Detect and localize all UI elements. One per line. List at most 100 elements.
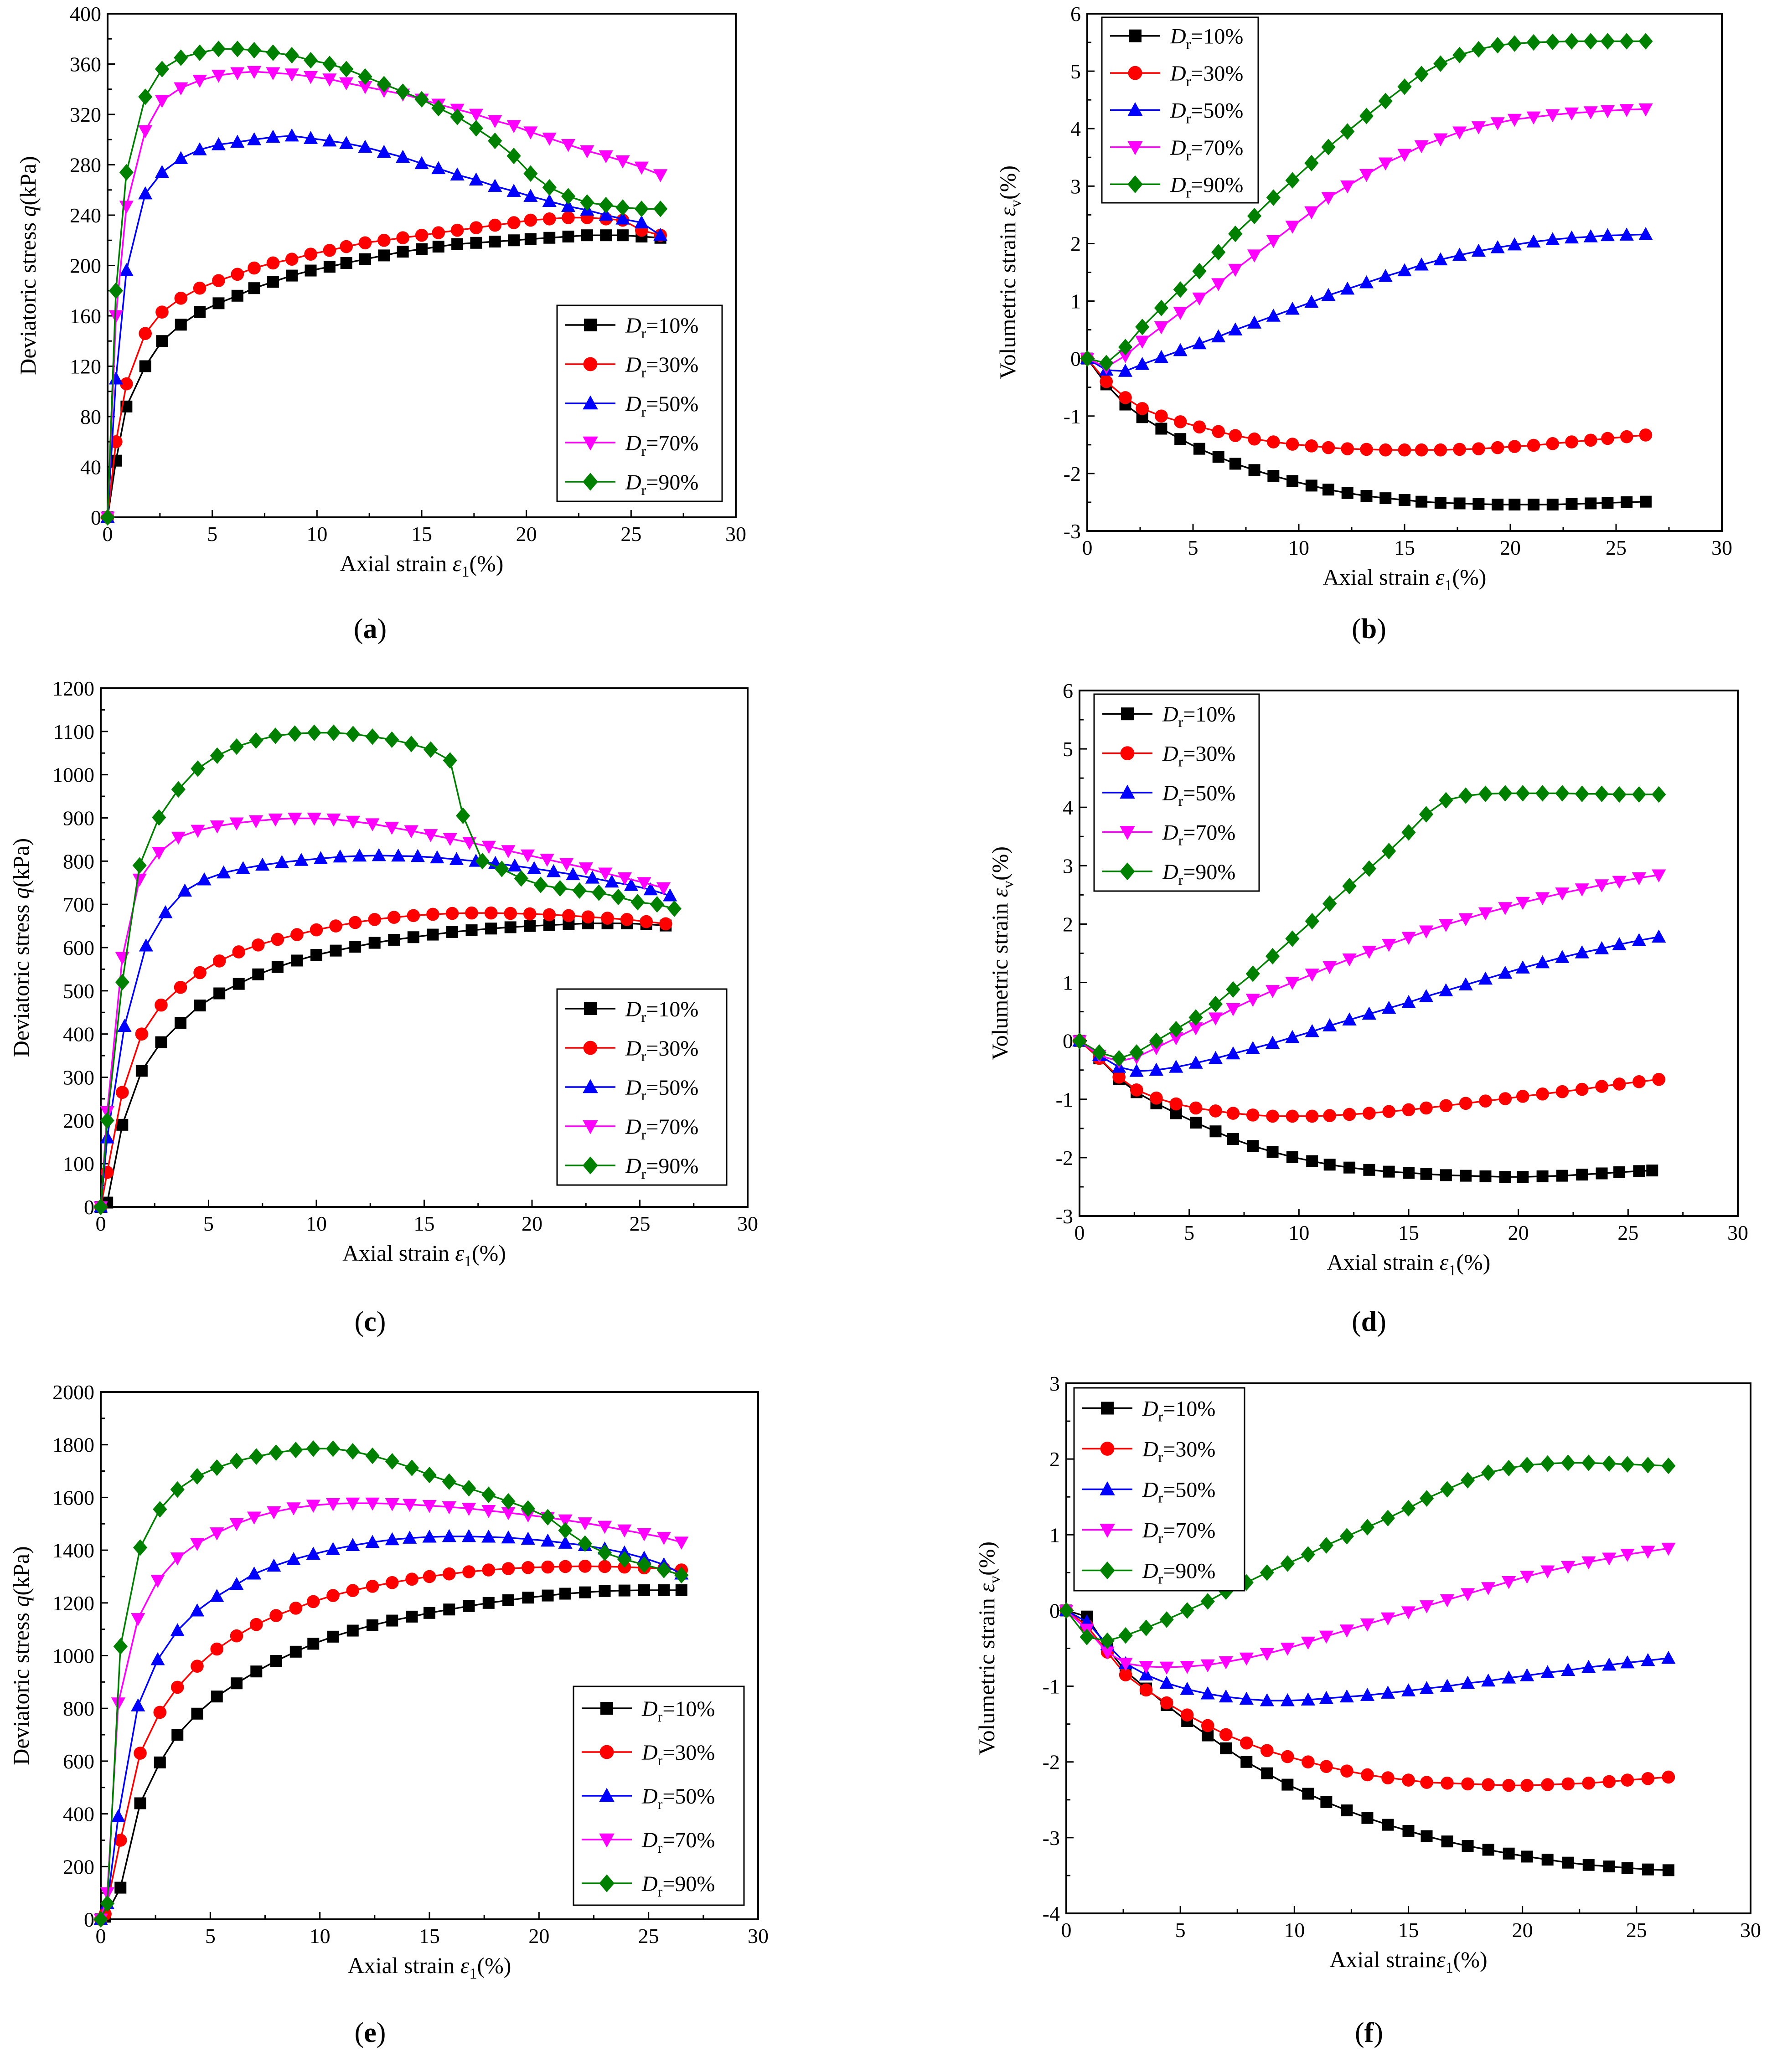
data-point — [579, 1586, 591, 1598]
data-point — [1498, 965, 1513, 979]
data-point — [1397, 149, 1412, 162]
data-point — [1188, 1009, 1203, 1026]
data-point — [1100, 1646, 1115, 1660]
data-point — [442, 1529, 456, 1542]
data-point — [430, 850, 444, 864]
data-point — [1661, 1542, 1676, 1556]
data-point — [1208, 1051, 1223, 1064]
data-point — [1208, 995, 1223, 1013]
data-point — [561, 139, 576, 152]
data-point — [339, 77, 354, 91]
data-point — [1527, 438, 1540, 452]
data-point — [542, 1589, 554, 1602]
data-point — [1585, 497, 1597, 510]
data-point — [482, 1563, 496, 1577]
x-tick-label: 15 — [1398, 1918, 1419, 1942]
data-point — [1594, 785, 1609, 802]
y-tick-label: 200 — [63, 1109, 94, 1132]
data-point — [1472, 498, 1485, 510]
legend-label: Dr=10% — [625, 314, 698, 341]
data-point — [1561, 1561, 1576, 1574]
data-point — [1482, 1778, 1495, 1791]
data-point — [1565, 498, 1578, 510]
data-point — [303, 52, 318, 69]
data-point — [134, 1797, 146, 1809]
data-point — [1129, 1044, 1144, 1061]
data-point — [598, 1560, 611, 1573]
data-point — [1135, 357, 1150, 370]
data-point — [267, 1506, 281, 1520]
data-point — [1421, 1830, 1433, 1842]
data-point — [1458, 977, 1473, 991]
data-point — [561, 199, 576, 212]
data-point — [339, 61, 354, 77]
data-point — [1340, 180, 1355, 194]
data-point — [1380, 1510, 1395, 1526]
data-point — [306, 1546, 320, 1560]
data-point — [1229, 458, 1241, 470]
data-point — [378, 249, 390, 262]
data-point — [307, 1638, 320, 1650]
data-point — [1169, 1032, 1183, 1046]
data-point — [1239, 1691, 1254, 1705]
data-point — [1119, 391, 1132, 404]
data-point — [340, 240, 353, 253]
data-point — [599, 196, 613, 214]
data-point — [269, 1609, 283, 1622]
x-axis-label: Axial strainε1(%) — [1329, 1947, 1487, 1976]
data-point — [174, 980, 187, 994]
data-point — [1246, 1108, 1260, 1122]
data-point — [598, 867, 613, 881]
data-point — [1340, 281, 1355, 295]
x-tick-label: 0 — [96, 1212, 106, 1235]
data-point — [481, 1529, 496, 1543]
data-point — [524, 920, 536, 932]
legend-label: Dr=10% — [1162, 702, 1235, 730]
data-point — [1581, 1556, 1596, 1570]
data-point — [1247, 315, 1262, 329]
y-tick-label: 600 — [63, 936, 94, 959]
data-point — [1159, 1661, 1174, 1675]
data-point — [431, 99, 446, 117]
data-point — [307, 724, 321, 741]
data-point — [1304, 206, 1319, 220]
data-point — [359, 253, 371, 265]
data-point — [1458, 787, 1473, 804]
data-point — [599, 207, 613, 221]
data-point — [1452, 126, 1467, 140]
data-point — [1260, 1564, 1274, 1581]
data-point — [210, 1459, 224, 1476]
data-point — [637, 1556, 651, 1573]
data-point — [1305, 912, 1319, 930]
y-axis-label: Volumetric strain εv(%) — [974, 1541, 1003, 1755]
data-point — [1342, 877, 1357, 895]
data-point — [396, 83, 410, 100]
data-point — [1562, 1856, 1574, 1869]
data-point — [289, 1442, 303, 1459]
y-tick-label: 4 — [1070, 117, 1081, 140]
x-tick-label: 0 — [1061, 1918, 1072, 1942]
data-point — [1267, 435, 1280, 448]
y-tick-label: 300 — [63, 1066, 94, 1089]
data-point — [1211, 278, 1226, 291]
data-point — [1281, 1750, 1294, 1763]
data-point — [1286, 475, 1299, 487]
data-point — [210, 1527, 224, 1541]
data-point — [1343, 1161, 1356, 1174]
data-point — [134, 1747, 147, 1760]
data-point — [1118, 350, 1133, 363]
data-point — [284, 68, 299, 82]
data-point — [1639, 495, 1652, 508]
data-point — [1118, 339, 1133, 356]
data-point — [1546, 498, 1559, 510]
data-point — [349, 941, 362, 953]
legend-marker — [1101, 1402, 1114, 1415]
data-point — [1398, 443, 1411, 457]
data-point — [634, 200, 649, 217]
data-point — [154, 1756, 166, 1768]
data-point — [443, 1603, 455, 1616]
data-point — [327, 1630, 339, 1643]
data-point — [1226, 1107, 1240, 1120]
x-axis-label: Axial strain ε1(%) — [1327, 1249, 1491, 1279]
data-point — [1419, 1681, 1434, 1694]
